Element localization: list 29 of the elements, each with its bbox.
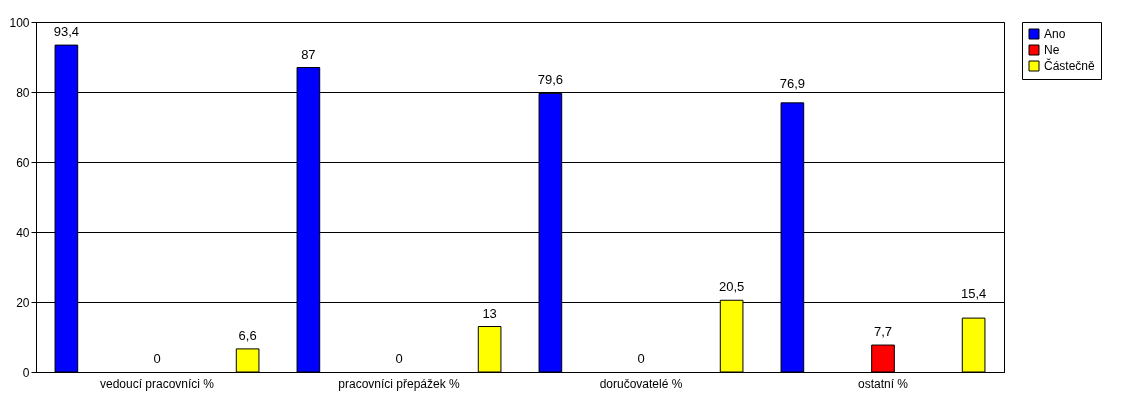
data-label: 87 [301, 46, 316, 62]
data-label: 6,6 [238, 327, 257, 343]
y-tick-label: 60 [16, 155, 30, 170]
legend-label: Ano [1044, 27, 1066, 41]
y-tick-label: 40 [16, 225, 30, 240]
data-label: 76,9 [779, 76, 806, 91]
data-label: 0 [637, 351, 645, 366]
y-tick-label: 100 [9, 15, 30, 30]
x-tick-label: vedoucí pracovníci % [99, 376, 215, 391]
bar [961, 317, 986, 373]
y-tick-label: 20 [16, 295, 30, 310]
data-label: 93,4 [53, 24, 80, 40]
legend-label: Ne [1044, 43, 1060, 57]
x-tick-label: ostatní % [857, 376, 909, 391]
data-label: 0 [153, 351, 161, 366]
data-label: 15,4 [960, 286, 987, 301]
bar [235, 348, 260, 373]
data-label: 0 [395, 351, 403, 366]
legend-label: Částečně [1044, 58, 1096, 73]
bar [477, 326, 502, 373]
data-label: 7,7 [873, 324, 893, 340]
y-tick-label: 0 [22, 365, 30, 380]
data-label: 20,5 [718, 279, 745, 295]
y-tick-label: 80 [16, 85, 30, 100]
x-tick-label: pracovníci přepážek % [338, 376, 461, 391]
bar [871, 344, 895, 373]
data-label: 79,6 [537, 72, 564, 88]
x-tick-label: doručovatelé % [599, 376, 683, 391]
data-label: 13 [482, 305, 497, 321]
